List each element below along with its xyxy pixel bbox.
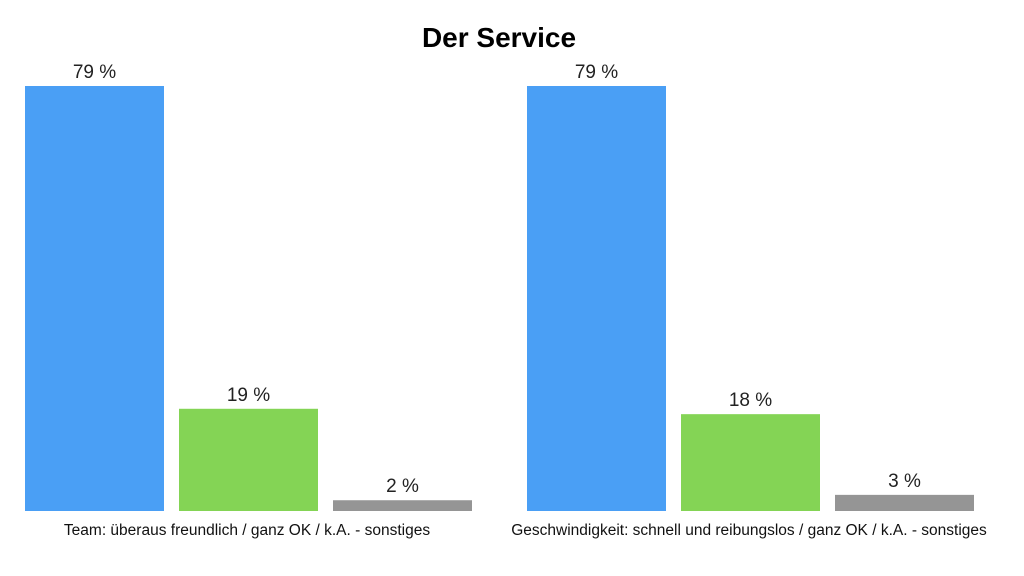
- bar-2-3: [835, 494, 974, 511]
- data-label: 19 %: [227, 385, 270, 406]
- category-axis-label: Team: überaus freundlich / ganz OK / k.A…: [64, 522, 430, 539]
- bar-2-1: [527, 86, 666, 511]
- data-label: 2 %: [386, 476, 419, 497]
- bar-1-3: [333, 500, 472, 511]
- category-axis-label: Geschwindigkeit: schnell und reibungslos…: [511, 522, 987, 539]
- bar-1-1: [25, 86, 164, 511]
- data-label: 79 %: [575, 62, 618, 83]
- data-label: 18 %: [729, 390, 772, 411]
- bar-2-2: [681, 414, 820, 511]
- data-label: 79 %: [73, 62, 116, 83]
- data-label: 3 %: [888, 471, 921, 492]
- chart-title: Der Service: [421, 22, 577, 53]
- bar-1-2: [179, 408, 318, 511]
